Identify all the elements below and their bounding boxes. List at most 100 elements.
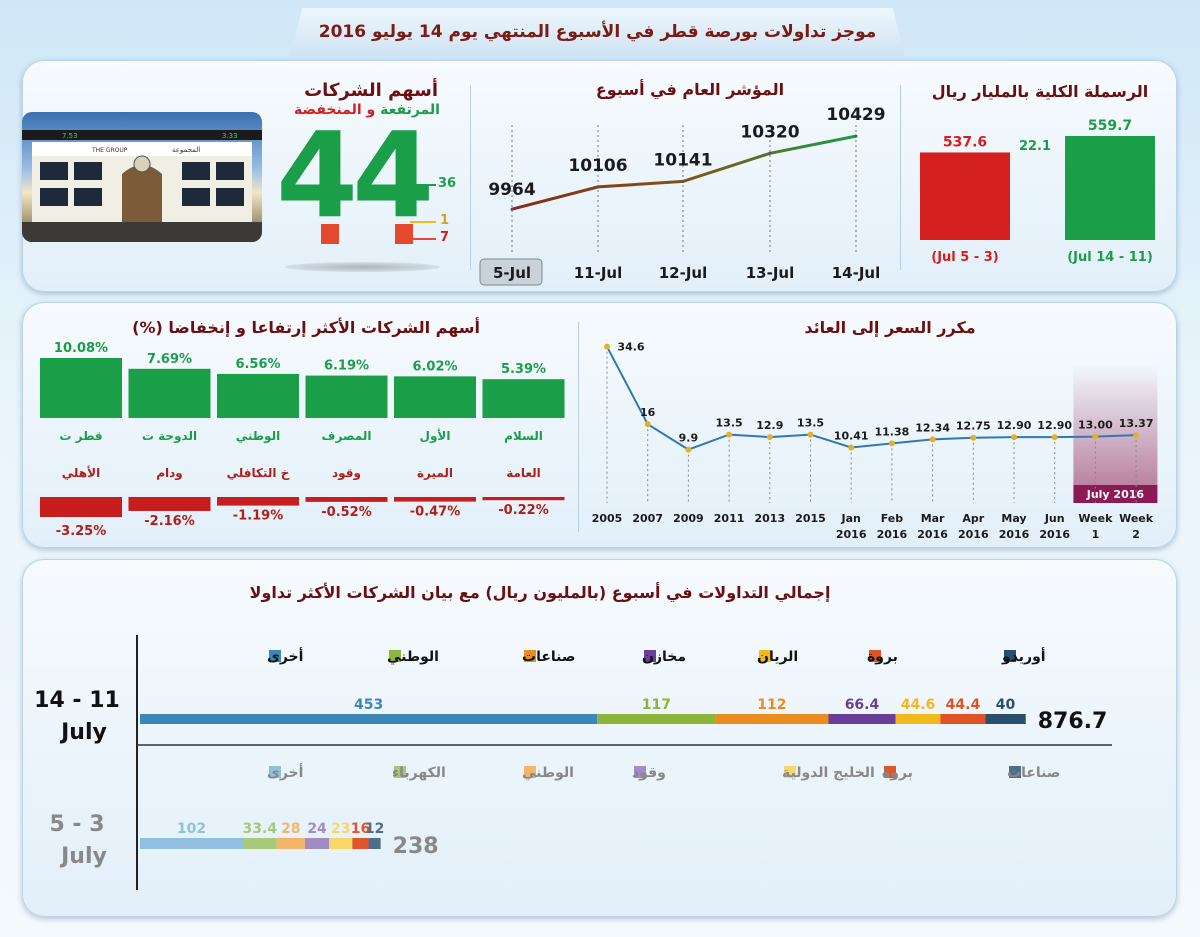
- volume-segment-1-5: [352, 838, 369, 849]
- index-xlabel-0: 5-Jul: [493, 264, 531, 282]
- pe-xlabel2-11: 2016: [1039, 528, 1070, 541]
- volume-segment-1-1: [242, 838, 277, 849]
- gainer-bar-4: [394, 376, 476, 418]
- legend-label-0-5: الوطني: [387, 649, 439, 665]
- cap-category-1: (Jul 14 - 11): [1067, 250, 1153, 265]
- pe-point-1: [644, 421, 651, 428]
- loser-value-3: -0.52%: [321, 505, 372, 520]
- legend-swatch-1-2: [784, 766, 796, 778]
- loser-value-5: -0.22%: [498, 503, 549, 518]
- companies-title: أسهم الشركات: [304, 80, 438, 101]
- pe-xlabel2-12: 1: [1092, 528, 1100, 541]
- subtitle-up: المرتفعة: [380, 102, 440, 118]
- legend-swatch-0-1: [869, 650, 881, 662]
- pe-point-12: [1092, 433, 1099, 440]
- index-point-3: [768, 151, 772, 155]
- divider-3: [578, 322, 579, 532]
- legend-label-0-3: مخازن: [642, 649, 686, 665]
- loser-bar-0: [40, 497, 122, 517]
- pe-xlabel-0: 2005: [592, 512, 623, 525]
- loser-name-2: خ التكافلي: [227, 466, 290, 480]
- volume-segment-1-6: [368, 838, 381, 849]
- pe-xlabel-2: 2009: [673, 512, 704, 525]
- pe-value-10: 12.90: [997, 419, 1032, 432]
- line-down: [410, 238, 436, 240]
- up-count: 36: [438, 176, 457, 191]
- loser-bar-2: [217, 497, 299, 506]
- legend-swatch-1-4: [524, 766, 536, 778]
- building-illustration: 7.53 3.33 THE GROUP المجموعة: [22, 130, 262, 242]
- pe-value-7: 11.38: [875, 425, 910, 438]
- line-flat: [410, 221, 436, 223]
- middle-panel: [22, 302, 1177, 548]
- volume-value-1-1: 33.4: [243, 821, 278, 837]
- ticker-strip: [22, 130, 262, 140]
- subtitle-down: المنخفضة: [294, 102, 362, 118]
- divider-2: [900, 85, 901, 270]
- gainer-bar-0: [40, 358, 122, 418]
- building-cornice: [32, 142, 252, 156]
- volume-segment-1-2: [276, 838, 305, 849]
- pe-point-2: [685, 446, 692, 453]
- legend-label-1-4: الوطني: [522, 765, 574, 781]
- pe-xlabel-7: Feb: [881, 512, 904, 525]
- cap-chart: 537.6 (Jul 5 - 3) 559.7 (Jul 14 - 11) 22.1: [920, 118, 1155, 265]
- legend-swatch-0-2: [759, 650, 771, 662]
- gainer-name-2: الوطني: [236, 429, 280, 444]
- volume-value-1-3: 24: [307, 821, 327, 837]
- legend-swatch-0-6: [269, 650, 281, 662]
- loser-bar-3: [305, 497, 388, 502]
- pe-point-5: [807, 431, 814, 438]
- pe-highlight-area: [1073, 365, 1158, 485]
- index-line: [511, 134, 857, 211]
- index-point-0: [510, 207, 514, 211]
- pe-xlabel-4: 2013: [754, 512, 785, 525]
- legend-swatch-1-3: [634, 766, 646, 778]
- pe-xlabel-5: 2015: [795, 512, 826, 525]
- pe-point-7: [888, 440, 895, 447]
- shadow-ellipse: [285, 262, 440, 272]
- gainer-value-1: 7.69%: [147, 352, 192, 367]
- gainer-name-3: المصرف: [322, 429, 372, 443]
- volume-total-0: 876.7: [1038, 709, 1108, 734]
- gainer-name-1: الدوحة ت: [142, 429, 197, 444]
- movers-title: أسهم الشركات الأكثر إرتفاعا و إنخفاضا (%…: [132, 318, 480, 337]
- legend-label-0-2: الريان: [757, 649, 798, 665]
- ground: [22, 222, 262, 242]
- gainer-value-4: 6.02%: [412, 359, 457, 374]
- volume-value-1-0: 102: [177, 821, 206, 837]
- pe-xlabel-10: May: [1001, 512, 1026, 525]
- pe-point-10: [1011, 434, 1017, 441]
- companies-big-number: 44: [276, 106, 434, 244]
- gainer-value-2: 6.56%: [235, 357, 280, 372]
- volume-row-label1-0: 14 - 11: [34, 688, 120, 713]
- volume-chart: أوريدو بروة الريان مخازن صناعات الوطني أخرى 453…: [34, 635, 1112, 890]
- volume-value-0-4: 44.6: [901, 697, 936, 713]
- sign-en: THE GROUP: [91, 147, 128, 154]
- index-value-2: 10141: [653, 150, 712, 170]
- pe-value-8: 12.34: [915, 421, 950, 434]
- loser-bar-1: [128, 497, 211, 511]
- volume-title: إجمالي التداولات في أسبوع (بالمليون ريال…: [249, 583, 831, 602]
- cap-bar-0: [920, 152, 1010, 240]
- divider-1: [470, 85, 471, 270]
- volume-value-1-2: 28: [281, 821, 300, 837]
- down-count: 7: [440, 230, 450, 245]
- legend-label-0-6: أخرى: [267, 647, 303, 665]
- pe-xlabel-6: Jan: [841, 512, 861, 525]
- volume-row-label1-1: 5 - 3: [49, 812, 104, 837]
- legend-swatch-1-5: [394, 766, 406, 778]
- pe-xlabel2-8: 2016: [917, 528, 948, 541]
- volume-value-1-6: 12: [365, 821, 384, 837]
- pe-point-9: [970, 434, 977, 441]
- pe-point-3: [726, 431, 733, 438]
- legend-label-1-3: وقود: [632, 765, 666, 781]
- volume-segment-0-4: [895, 714, 941, 724]
- legend-swatch-0-3: [644, 650, 656, 662]
- pe-point-4: [766, 434, 773, 441]
- loser-value-4: -0.47%: [410, 505, 461, 520]
- gainer-name-4: الأول: [420, 428, 451, 444]
- arch-entrance: [122, 165, 162, 222]
- pe-value-3: 13.5: [716, 417, 743, 430]
- legend-label-1-1: بروة: [882, 765, 913, 781]
